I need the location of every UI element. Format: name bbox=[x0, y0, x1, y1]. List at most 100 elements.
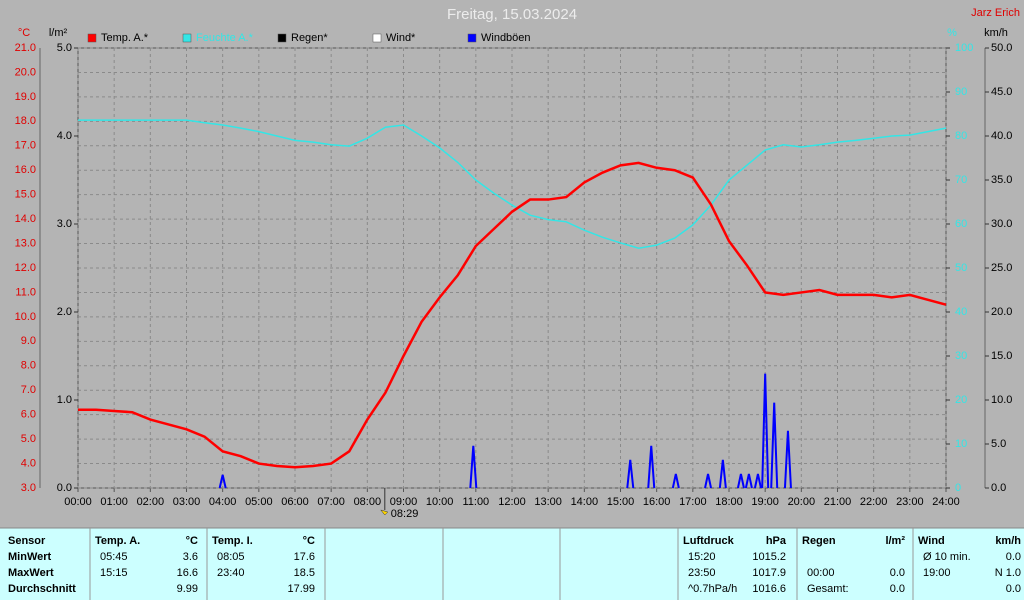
x-tick-label: 01:00 bbox=[100, 496, 128, 508]
x-tick-label: 18:00 bbox=[715, 496, 743, 508]
legend-swatch bbox=[182, 33, 192, 43]
y3-tick-label: 35.0 bbox=[991, 174, 1012, 186]
table-cell: 05:45 bbox=[100, 551, 128, 563]
row-label: MaxWert bbox=[8, 567, 54, 579]
gust-spike bbox=[783, 430, 792, 489]
y-tick-label: 5.0 bbox=[21, 433, 36, 445]
table-header: Sensor bbox=[8, 535, 46, 547]
y-tick-label: 4.0 bbox=[21, 457, 36, 469]
x-tick-label: 04:00 bbox=[209, 496, 237, 508]
x-tick-label: 10:00 bbox=[426, 496, 454, 508]
legend-label: Temp. A.* bbox=[101, 32, 149, 44]
y3-tick-label: 10.0 bbox=[991, 394, 1012, 406]
gust-spike bbox=[744, 473, 753, 489]
table-cell: 15:15 bbox=[100, 567, 128, 579]
chart-title: Freitag, 15.03.2024 bbox=[447, 6, 577, 23]
y2-tick-label: 70 bbox=[955, 174, 967, 186]
gust-spike bbox=[647, 445, 656, 489]
x-tick-label: 09:00 bbox=[390, 496, 418, 508]
y2-tick-label: 20 bbox=[955, 394, 967, 406]
y2-tick-label: 0 bbox=[955, 482, 961, 494]
table-cell: 00:00 bbox=[807, 567, 835, 579]
table-cell: 1015.2 bbox=[752, 551, 786, 563]
table-cell: 0.0 bbox=[890, 567, 905, 579]
legend-label: Feuchte A.* bbox=[196, 32, 254, 44]
table-header: Wind bbox=[918, 535, 945, 547]
rain-tick-label: 4.0 bbox=[57, 130, 72, 142]
x-tick-label: 07:00 bbox=[317, 496, 345, 508]
table-unit: °C bbox=[303, 535, 315, 547]
x-tick-label: 22:00 bbox=[860, 496, 888, 508]
x-tick-label: 06:00 bbox=[281, 496, 309, 508]
table-header: Temp. I. bbox=[212, 535, 253, 547]
y-tick-label: 10.0 bbox=[15, 311, 36, 323]
x-tick-label: 14:00 bbox=[571, 496, 599, 508]
rain-tick-label: 3.0 bbox=[57, 218, 72, 230]
y-tick-label: 14.0 bbox=[15, 213, 36, 225]
row-label: Durchschnitt bbox=[8, 583, 76, 595]
table-cell: 9.99 bbox=[177, 583, 198, 595]
rain-tick-label: 1.0 bbox=[57, 394, 72, 406]
x-tick-label: 15:00 bbox=[607, 496, 635, 508]
x-tick-label: 13:00 bbox=[534, 496, 562, 508]
x-tick-label: 02:00 bbox=[137, 496, 165, 508]
x-tick-label: 05:00 bbox=[245, 496, 273, 508]
table-cell: N 1.0 bbox=[995, 567, 1021, 579]
series-line bbox=[78, 161, 947, 469]
y3-tick-label: 45.0 bbox=[991, 86, 1012, 98]
table-cell: 19:00 bbox=[923, 567, 951, 579]
y-tick-label: 11.0 bbox=[15, 286, 36, 298]
y3-tick-label: 5.0 bbox=[991, 438, 1006, 450]
y-tick-label: 18.0 bbox=[15, 115, 36, 127]
y-tick-label: 20.0 bbox=[15, 66, 36, 78]
gust-spike bbox=[718, 459, 727, 489]
y2-tick-label: 10 bbox=[955, 438, 967, 450]
table-cell: 0.0 bbox=[1006, 551, 1021, 563]
legend-label: Regen* bbox=[291, 32, 328, 44]
gust-spike bbox=[761, 373, 770, 489]
y2-tick-label: 100 bbox=[955, 42, 973, 54]
y3-tick-label: 40.0 bbox=[991, 130, 1012, 142]
y3-tick-label: 30.0 bbox=[991, 218, 1012, 230]
table-header: Luftdruck bbox=[683, 535, 735, 547]
y2-tick-label: 50 bbox=[955, 262, 967, 274]
table-background bbox=[0, 528, 1024, 600]
x-tick-label: 16:00 bbox=[643, 496, 671, 508]
y-tick-label: 7.0 bbox=[21, 384, 36, 396]
table-cell: 16.6 bbox=[177, 567, 198, 579]
table-header: Regen bbox=[802, 535, 836, 547]
y3-tick-label: 25.0 bbox=[991, 262, 1012, 274]
table-cell: Ø 10 min. bbox=[923, 551, 971, 563]
legend-label: Wind* bbox=[386, 32, 416, 44]
table-cell: ^0.7hPa/h bbox=[688, 583, 737, 595]
x-tick-label: 24:00 bbox=[932, 496, 960, 508]
y2-axis-unit: % bbox=[947, 27, 957, 39]
y2-tick-label: 80 bbox=[955, 130, 967, 142]
x-tick-label: 19:00 bbox=[751, 496, 779, 508]
y3-tick-label: 0.0 bbox=[991, 482, 1006, 494]
y-tick-label: 15.0 bbox=[15, 189, 36, 201]
legend-swatch bbox=[467, 33, 477, 43]
y3-axis-unit: km/h bbox=[984, 27, 1008, 39]
y-tick-label: 3.0 bbox=[21, 482, 36, 494]
y-tick-label: 6.0 bbox=[21, 409, 36, 421]
y-tick-label: 13.0 bbox=[15, 237, 36, 249]
legend-swatch bbox=[277, 33, 287, 43]
y-tick-label: 8.0 bbox=[21, 360, 36, 372]
y-tick-label: 9.0 bbox=[21, 335, 36, 347]
gust-spike bbox=[704, 473, 713, 489]
legend-label: Windböen bbox=[481, 32, 531, 44]
y2-tick-label: 40 bbox=[955, 306, 967, 318]
x-tick-label: 03:00 bbox=[173, 496, 201, 508]
x-tick-label: 12:00 bbox=[498, 496, 526, 508]
y3-tick-label: 50.0 bbox=[991, 42, 1012, 54]
gust-spike bbox=[469, 445, 478, 489]
rain-tick-label: 5.0 bbox=[57, 42, 72, 54]
y3-tick-label: 15.0 bbox=[991, 350, 1012, 362]
series-line bbox=[78, 119, 947, 249]
gust-spike bbox=[626, 459, 635, 489]
y-tick-label: 16.0 bbox=[15, 164, 36, 176]
rain-tick-label: 2.0 bbox=[57, 306, 72, 318]
table-cell: 0.0 bbox=[890, 583, 905, 595]
